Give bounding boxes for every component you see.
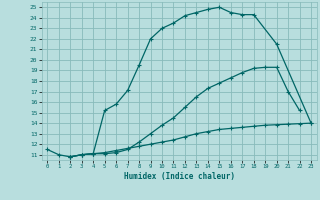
X-axis label: Humidex (Indice chaleur): Humidex (Indice chaleur) [124, 172, 235, 181]
